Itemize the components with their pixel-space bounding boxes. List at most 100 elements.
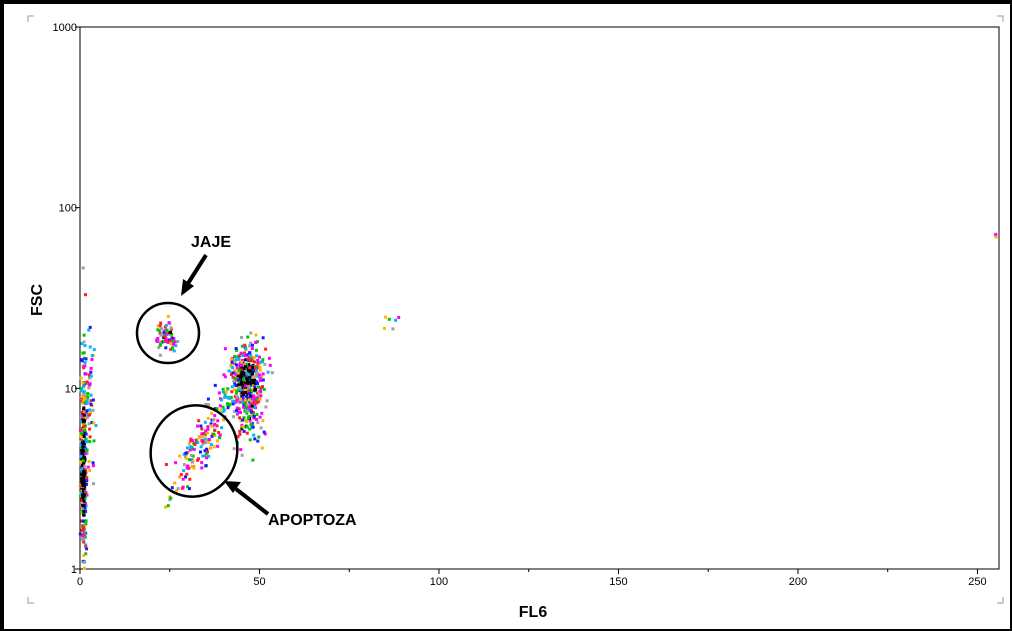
data-point bbox=[178, 475, 181, 479]
data-point bbox=[81, 445, 85, 449]
data-point bbox=[245, 353, 249, 357]
data-point bbox=[197, 419, 201, 423]
data-point bbox=[253, 405, 256, 409]
data-point bbox=[79, 389, 83, 393]
data-point bbox=[166, 340, 170, 344]
data-point bbox=[252, 375, 256, 379]
data-point bbox=[215, 439, 219, 443]
data-point bbox=[251, 458, 255, 462]
data-point bbox=[246, 392, 250, 396]
data-point bbox=[256, 382, 259, 386]
data-point bbox=[255, 380, 259, 384]
data-point bbox=[246, 382, 249, 385]
data-point bbox=[258, 389, 262, 393]
data-point bbox=[246, 357, 250, 361]
data-point bbox=[249, 390, 253, 394]
data-point bbox=[237, 369, 241, 373]
data-point bbox=[242, 371, 246, 375]
data-point bbox=[170, 486, 174, 490]
data-point bbox=[246, 403, 249, 407]
data-point bbox=[80, 359, 84, 363]
data-point bbox=[251, 425, 255, 429]
x-tick-label: 0 bbox=[77, 576, 83, 588]
data-point bbox=[81, 496, 85, 500]
data-point bbox=[263, 362, 267, 366]
data-point bbox=[241, 386, 245, 390]
data-point bbox=[231, 360, 234, 364]
y-tick-label: 100 bbox=[59, 203, 77, 215]
data-point bbox=[261, 336, 265, 340]
data-point bbox=[247, 390, 251, 394]
data-point bbox=[235, 366, 239, 370]
data-point bbox=[157, 329, 161, 332]
data-point bbox=[254, 374, 258, 378]
data-point bbox=[82, 399, 86, 403]
data-point bbox=[199, 424, 203, 428]
data-point bbox=[247, 363, 251, 366]
data-point bbox=[260, 375, 264, 378]
data-point bbox=[259, 379, 262, 383]
data-point bbox=[243, 381, 247, 385]
data-point bbox=[83, 566, 86, 570]
data-point bbox=[252, 402, 256, 406]
data-point bbox=[245, 409, 249, 413]
data-point bbox=[84, 396, 88, 400]
data-point bbox=[235, 412, 239, 416]
data-point bbox=[253, 378, 257, 382]
data-point bbox=[239, 382, 243, 386]
data-point bbox=[182, 463, 186, 467]
data-point bbox=[78, 428, 82, 432]
corner-marks bbox=[27, 15, 1004, 604]
data-point bbox=[237, 357, 241, 361]
data-point bbox=[221, 405, 225, 409]
data-point bbox=[83, 344, 87, 348]
data-point bbox=[82, 418, 85, 422]
data-point bbox=[92, 482, 95, 486]
data-point bbox=[261, 385, 264, 389]
data-point bbox=[82, 481, 86, 485]
data-point bbox=[251, 368, 255, 372]
data-point bbox=[213, 383, 217, 387]
data-point bbox=[250, 378, 253, 382]
data-point bbox=[243, 409, 247, 413]
data-point bbox=[251, 365, 254, 369]
data-point bbox=[181, 485, 185, 489]
data-point bbox=[251, 388, 255, 392]
data-point bbox=[240, 370, 244, 374]
data-point bbox=[230, 390, 234, 394]
data-point bbox=[157, 340, 161, 344]
data-point bbox=[250, 347, 254, 351]
data-point bbox=[252, 416, 256, 420]
data-point bbox=[200, 461, 204, 465]
data-point bbox=[82, 487, 86, 491]
data-point bbox=[242, 363, 246, 367]
data-point bbox=[159, 333, 163, 337]
data-point bbox=[233, 355, 237, 359]
data-point bbox=[80, 481, 84, 485]
data-point bbox=[87, 422, 91, 426]
data-point bbox=[221, 390, 225, 394]
data-point bbox=[209, 446, 213, 450]
data-point bbox=[242, 367, 246, 371]
data-point bbox=[82, 560, 86, 564]
data-point bbox=[232, 399, 236, 403]
data-point bbox=[203, 454, 207, 458]
data-point bbox=[79, 491, 83, 495]
data-point bbox=[81, 459, 85, 463]
corner-mark bbox=[27, 597, 34, 604]
data-point bbox=[249, 331, 253, 335]
data-point bbox=[264, 405, 268, 409]
data-point bbox=[94, 424, 98, 427]
data-point bbox=[83, 428, 87, 432]
data-point bbox=[204, 429, 208, 433]
data-point bbox=[82, 435, 86, 439]
data-point bbox=[87, 328, 91, 332]
data-point bbox=[257, 391, 261, 395]
data-point bbox=[215, 424, 219, 428]
data-point bbox=[82, 519, 85, 523]
data-point bbox=[203, 420, 207, 424]
data-point bbox=[190, 464, 194, 468]
data-point bbox=[88, 376, 92, 380]
x-axis-title: FL6 bbox=[519, 604, 548, 621]
data-point bbox=[80, 507, 84, 510]
